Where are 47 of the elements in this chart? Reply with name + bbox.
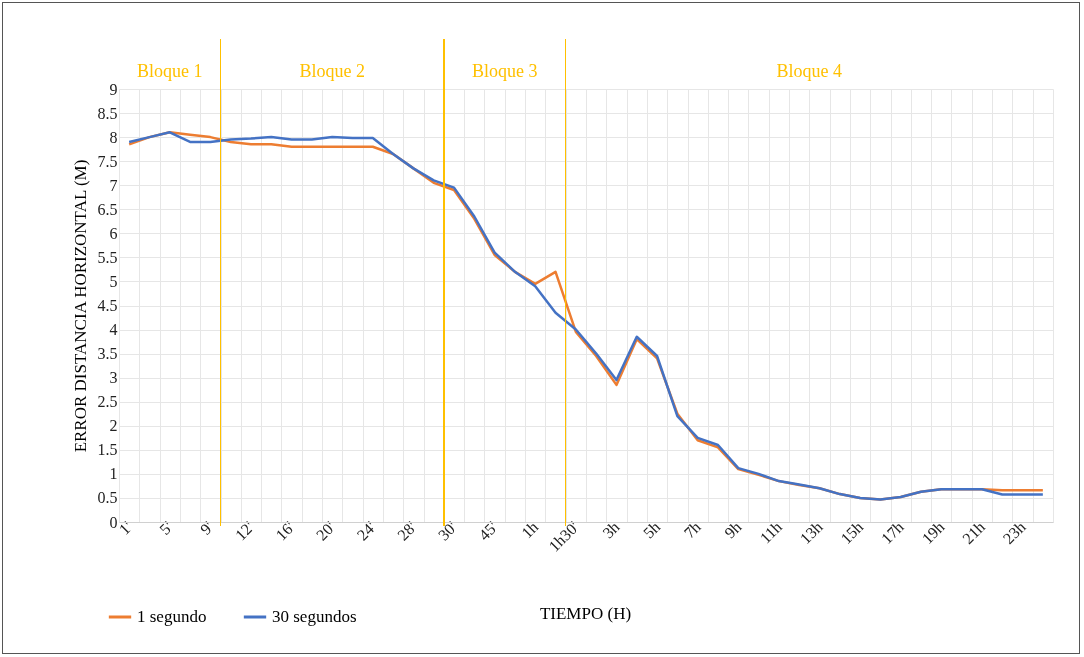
y-tick-label: 7.5: [97, 152, 118, 170]
x-tick-label: 20': [312, 518, 339, 544]
x-tick-label: 3h: [599, 518, 623, 542]
legend-label: 30 segundos: [272, 607, 357, 626]
x-tick-label: 17h: [877, 518, 907, 548]
x-tick-label: 12': [231, 518, 258, 544]
y-axis-title: ERROR DISTANCIA HORIZONTAL (M): [70, 159, 90, 453]
text: Bloque 3: [472, 60, 538, 82]
x-tick-label: 15h: [837, 518, 867, 548]
x-tick-label: 21h: [959, 518, 989, 548]
x-tick-label: 7h: [680, 518, 704, 542]
y-tick-label: 4.5: [97, 297, 118, 314]
legend-label: 1 segundo: [137, 607, 207, 626]
x-tick-label: 28': [394, 518, 420, 544]
y-tick-label: 7: [109, 176, 118, 194]
y-tick-label: 3.5: [97, 345, 118, 363]
x-tick-label: 9h: [721, 518, 745, 542]
x-axis-title: TIEMPO (H): [539, 603, 632, 623]
x-tick-label: 30': [434, 518, 461, 544]
y-tick-label: 6: [109, 224, 118, 242]
y-tick-label: 5.5: [97, 248, 118, 266]
y-tick-label: 0: [109, 513, 118, 531]
y-tick-label: 5: [109, 272, 118, 290]
x-tick-label: 23h: [999, 518, 1029, 548]
x-tick-label: 11h: [756, 518, 786, 547]
x-tick-label: 1h: [518, 518, 542, 542]
y-tick-label: 8.5: [97, 104, 118, 122]
x-tick-label: 24': [353, 518, 380, 544]
x-tick-label: 45': [475, 518, 501, 544]
y-tick-label: 0.5: [97, 489, 118, 507]
text: Bloque 1: [137, 60, 203, 82]
y-tick-label: 6.5: [97, 200, 118, 218]
y-tick-label: 8: [109, 128, 118, 146]
y-tick-label: 3: [109, 369, 118, 387]
y-tick-label: 4: [109, 321, 118, 339]
y-tick-label: 2: [109, 417, 118, 435]
y-tick-label: 9: [109, 80, 118, 98]
text: Bloque 2: [299, 60, 365, 82]
y-tick-label: 1.5: [97, 441, 118, 459]
text: Bloque 4: [776, 60, 843, 82]
x-tick-label: 19h: [918, 518, 948, 548]
y-tick-label: 2.5: [97, 393, 118, 411]
line-series: [127, 131, 1045, 501]
x-tick-label: 5h: [639, 518, 664, 542]
y-tick-label: 1: [109, 465, 118, 483]
x-tick-label: 13h: [796, 518, 826, 548]
x-tick-label: 16': [272, 518, 298, 544]
